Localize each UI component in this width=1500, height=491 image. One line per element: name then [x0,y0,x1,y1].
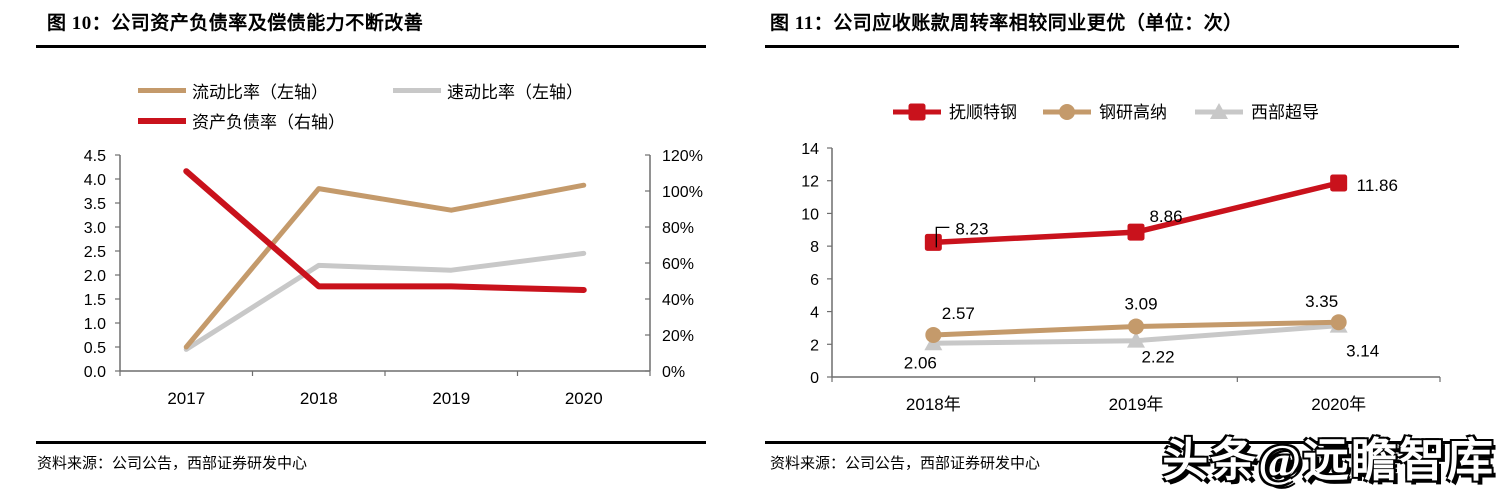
x-axis-label: 2019年 [1109,395,1164,414]
triangle-marker [1127,331,1145,348]
figure10-title-rule [36,45,706,48]
y-axis-tick-label: 12 [801,174,819,191]
right-axis-tick-label: 120% [662,148,703,165]
figure11-title: 图 11：公司应收账款周转率相较同业更优（单位：次） [770,13,1243,34]
left-axis-tick-label: 2.0 [84,268,106,285]
left-axis-tick-label: 0.5 [84,340,106,357]
right-axis-tick-label: 100% [662,184,703,201]
figure10-bottom-rule [36,441,706,444]
figure11-bottom-rule [765,441,1459,444]
y-axis-tick-label: 0 [810,370,819,387]
legend-label: 速动比率（左轴） [447,83,583,102]
x-axis-label: 2019 [432,389,470,408]
circle-marker [1059,104,1075,120]
figure11-source: 资料来源：公司公告，西部证券研发中心 [770,456,1041,472]
y-axis-tick-label: 14 [801,141,819,158]
y-axis-tick-label: 8 [810,239,819,256]
data-label: 3.09 [1124,294,1157,313]
right-axis-tick-label: 0% [662,364,685,381]
data-label: 2.06 [904,353,937,372]
figure11-title-rule [765,45,1459,48]
figure10-panel: 图 10：公司资产负债率及偿债能力不断改善 0.0 0.5 1.0 1.5 2.0 2.5… [36,13,706,472]
left-axis-tick-label: 4.5 [84,148,106,165]
left-axis-tick-label: 3.5 [84,196,106,213]
left-axis-tick-label: 3.0 [84,220,106,237]
data-label: 11.86 [1357,176,1398,195]
legend-label: 抚顺特钢 [949,103,1017,122]
y-axis-tick-label: 10 [801,206,819,223]
y-axis-tick-label: 2 [810,337,819,354]
y-axis-tick-label: 6 [810,272,819,289]
square-marker [908,103,926,121]
series-line-资产负债率（右轴） [183,168,587,293]
right-axis-tick-label: 60% [662,256,694,273]
circle-marker [1128,318,1144,335]
square-marker [1127,223,1145,241]
square-marker [1330,174,1348,192]
data-label: 8.86 [1149,207,1182,226]
left-axis-tick-label: 2.5 [84,244,106,261]
circle-marker [1330,314,1347,331]
square-marker [924,233,942,251]
figure10-chart: 0.0 0.5 1.0 1.5 2.0 2.5 3.0 3.5 4.0 4.5 0% 20% 40% 60… [84,83,703,408]
data-label: 8.23 [955,219,988,238]
legend-swatch [138,118,186,124]
figure11-chart: 0 2 4 6 8 10 12 14 2018年 2019年 2020年 8.23 8.86 11.86 2… [801,103,1441,414]
right-axis-tick-label: 20% [662,328,694,345]
figure11-panel: 图 11：公司应收账款周转率相较同业更优（单位：次） 0 2 4 6 8 10 12 14 20… [750,0,1500,491]
left-axis-tick-label: 0.0 [84,364,106,381]
legend-label: 流动比率（左轴） [192,83,328,102]
triangle-marker [1210,103,1228,119]
legend-swatch [393,88,441,93]
x-axis-label: 2018 [300,389,338,408]
legend-label: 钢研高纳 [1099,103,1167,122]
y-axis-tick-label: 4 [810,305,819,322]
series-line-速动比率（左轴） [183,250,587,352]
left-axis-tick-label: 1.0 [84,316,106,333]
legend-label: 资产负债率（右轴） [192,113,345,132]
figure10-title: 图 10：公司资产负债率及偿债能力不断改善 [47,13,424,34]
label-leader-line [935,226,950,248]
legend-swatch [138,88,186,93]
circle-marker [925,326,942,343]
legend-label: 西部超导 [1251,103,1319,122]
toutiao-watermark: 头条@远瞻智库 [1162,435,1495,486]
right-axis-tick-label: 80% [662,220,694,237]
data-label: 2.57 [942,304,975,323]
data-label: 3.14 [1346,342,1379,361]
left-axis-tick-label: 1.5 [84,292,106,309]
series-line-流动比率（左轴） [183,182,587,350]
x-axis-label: 2018年 [906,395,961,414]
left-axis-tick-label: 4.0 [84,172,106,189]
x-axis-label: 2017 [167,389,205,408]
data-label: 2.22 [1141,348,1174,367]
x-axis-label: 2020年 [1311,395,1366,414]
data-label: 3.35 [1305,292,1338,311]
x-axis-label: 2020 [565,389,603,408]
figure10-source: 资料来源：公司公告，西部证券研发中心 [37,456,308,472]
right-axis-tick-label: 40% [662,292,694,309]
